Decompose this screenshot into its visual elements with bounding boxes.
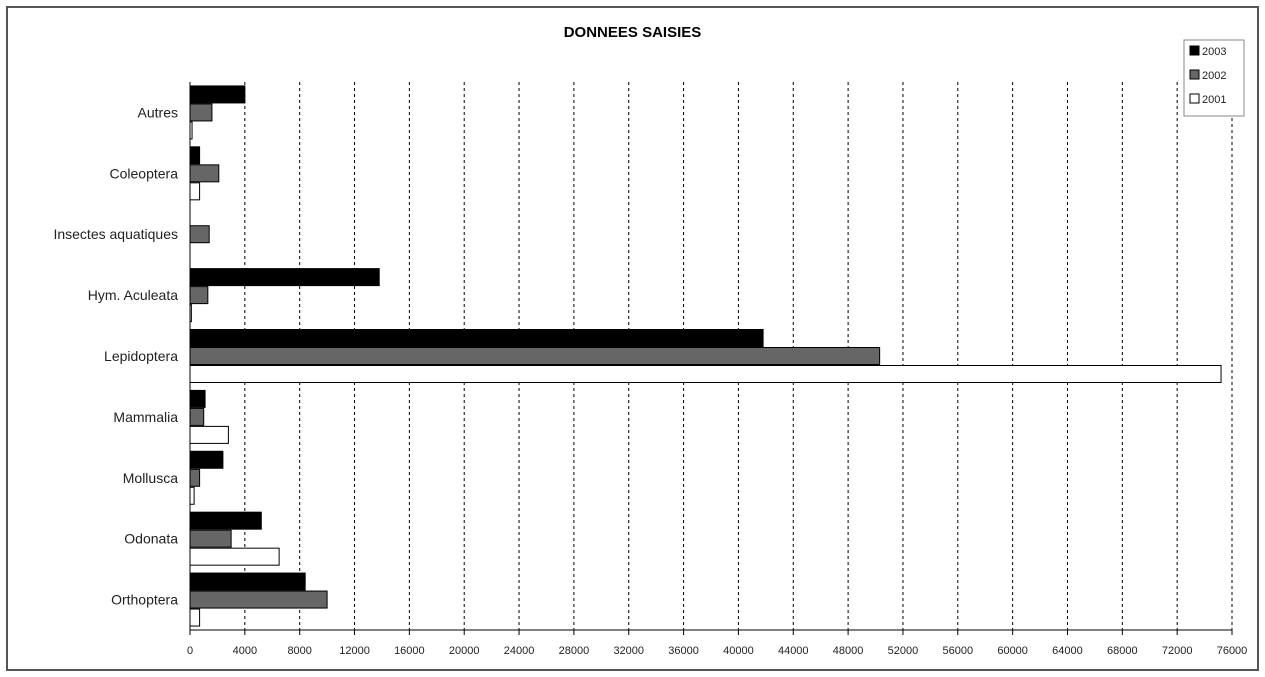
bar-2003 (189, 450, 224, 469)
bar-2001 (189, 425, 229, 444)
bar-2001 (189, 365, 1222, 383)
gridlines (189, 82, 1233, 635)
bar-2002 (189, 407, 205, 426)
x-tick-label: 44000 (778, 645, 809, 657)
x-tick-label: 36000 (668, 645, 699, 657)
category-label: Mollusca (123, 470, 178, 486)
bar-2003 (189, 146, 201, 165)
chart-title: DONNEES SAISIES (563, 24, 702, 41)
bar-2002 (189, 286, 209, 305)
bar-2001 (189, 486, 195, 505)
x-tick-label: 0 (187, 645, 193, 657)
x-tick-label: 52000 (888, 645, 919, 657)
bar-2002 (189, 468, 201, 487)
x-tick-label: 64000 (1052, 645, 1083, 657)
x-tick-label: 60000 (997, 645, 1028, 657)
legend-label: 2001 (1202, 94, 1226, 106)
legend: 2003 2002 2001 (1183, 39, 1245, 117)
category-label: Coleoptera (110, 165, 179, 181)
category-labels: Autres Coleoptera Insectes aquatiques Hym. … (53, 104, 178, 607)
x-tick-label: 12000 (339, 645, 370, 657)
x-tick-label: 40000 (723, 645, 754, 657)
legend-label: 2002 (1202, 70, 1226, 82)
x-tick-label: 28000 (559, 645, 590, 657)
bar-2003 (189, 572, 306, 591)
category-label: Hym. Aculeata (88, 287, 178, 303)
bar-2001 (189, 608, 201, 627)
category-label: Orthoptera (111, 592, 178, 608)
bar-2002 (189, 164, 220, 183)
bar-2003 (189, 85, 246, 104)
x-tick-label: 4000 (233, 645, 257, 657)
bar-2003 (189, 329, 764, 347)
bar-2003 (189, 511, 262, 530)
legend-label: 2003 (1202, 46, 1226, 58)
category-label: Autres (138, 104, 178, 120)
category-label: Mammalia (113, 409, 178, 425)
legend-swatch (1189, 69, 1200, 80)
x-tick-label: 20000 (449, 645, 480, 657)
legend-swatch (1189, 93, 1200, 104)
x-tick-label: 56000 (942, 645, 973, 657)
bar-2003 (189, 389, 206, 408)
category-label: Lepidoptera (104, 348, 178, 364)
bar-2001 (189, 547, 280, 566)
x-tick-label: 16000 (394, 645, 425, 657)
bars (189, 85, 1222, 627)
x-tick-label: 24000 (504, 645, 535, 657)
bar-2001 (189, 182, 201, 201)
x-tick-label: 48000 (833, 645, 864, 657)
x-tick-label: 8000 (287, 645, 311, 657)
bar-2002 (189, 347, 881, 365)
x-tick-label: 68000 (1107, 645, 1138, 657)
x-tick-label: 72000 (1162, 645, 1193, 657)
x-tick-label: 32000 (613, 645, 644, 657)
bar-2002 (189, 529, 232, 548)
bar-2002 (189, 590, 328, 609)
category-label: Insectes aquatiques (53, 226, 178, 242)
bar-2002 (189, 103, 213, 122)
bar-2002 (189, 225, 210, 244)
x-tick-labels: 0 4000 8000 12000 16000 20000 24000 28000 32000 3… (187, 645, 1247, 657)
legend-swatch (1189, 45, 1200, 56)
category-label: Odonata (124, 531, 178, 547)
bar-2003 (189, 268, 380, 287)
x-tick-label: 76000 (1217, 645, 1248, 657)
